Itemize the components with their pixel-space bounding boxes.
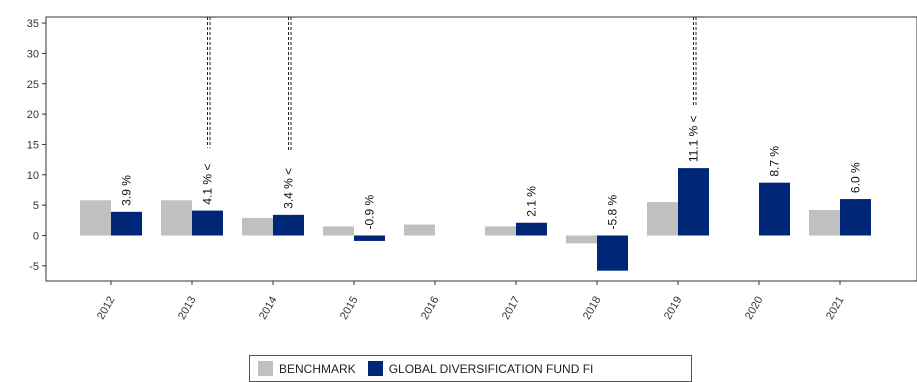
bar-fund	[759, 182, 790, 236]
y-tick-label: 10	[27, 170, 39, 182]
x-tick-label: 2019	[662, 295, 685, 322]
bar-fund	[678, 168, 709, 236]
x-axis: 2012 2013 2014 2015 2016 2017 2018 2019 2020 2021	[95, 281, 847, 322]
x-tick-label: 2017	[500, 295, 523, 322]
bar-fund	[516, 222, 547, 236]
x-tick-label: 2012	[95, 295, 118, 322]
legend-swatch-benchmark	[258, 361, 273, 376]
data-label: 4.1 % <	[201, 164, 215, 205]
bar-fund	[111, 211, 142, 236]
bar-benchmark	[242, 217, 273, 236]
bar-fund	[273, 214, 304, 236]
y-tick-label: 0	[33, 230, 39, 242]
y-tick-label: 20	[27, 109, 39, 121]
x-tick-label: 2018	[581, 295, 604, 322]
bar-group	[80, 168, 871, 271]
x-tick-label: 2016	[419, 295, 442, 322]
x-tick-label: 2014	[257, 295, 280, 322]
data-label: -0.9 %	[363, 194, 377, 229]
y-tick-label: 35	[27, 18, 39, 30]
data-labels: 3.9 % 4.1 % < 3.4 % < -0.9 % 2.1 % -5.8 % 11.1…	[120, 115, 863, 229]
data-label: -5.8 %	[606, 194, 620, 229]
legend-swatch-fund	[367, 361, 383, 376]
y-tick-label: 30	[27, 48, 39, 60]
legend-label-benchmark: BENCHMARK	[279, 361, 356, 376]
legend-item-benchmark: BENCHMARK	[258, 361, 356, 376]
bar-fund	[354, 235, 385, 241]
data-label: 3.4 % <	[282, 168, 296, 209]
y-tick-label: 5	[33, 200, 39, 212]
y-tick-label: 25	[27, 79, 39, 91]
y-tick-label: 15	[27, 139, 39, 151]
x-tick-label: 2020	[743, 295, 766, 322]
data-label: 8.7 %	[768, 146, 782, 177]
plot-frame	[45, 16, 917, 282]
legend-item-fund: GLOBAL DIVERSIFICATION FUND FI	[367, 361, 594, 376]
y-tick-label: -5	[29, 261, 39, 273]
bar-benchmark	[323, 226, 354, 236]
data-label: 3.9 %	[120, 175, 134, 206]
data-label: 6.0 %	[849, 162, 863, 193]
bar-benchmark	[80, 200, 111, 236]
legend-label-fund: GLOBAL DIVERSIFICATION FUND FI	[388, 361, 594, 376]
bar-benchmark	[485, 226, 516, 236]
bar-benchmark	[647, 202, 678, 236]
bar-benchmark	[809, 209, 840, 236]
arrow-markers	[207, 17, 697, 152]
bar-benchmark	[161, 200, 192, 236]
y-axis: -5 0 5 10 15 20 25 30 35	[27, 18, 46, 273]
data-label: 2.1 %	[525, 186, 539, 217]
bar-fund	[840, 199, 871, 236]
x-tick-label: 2021	[824, 295, 847, 322]
bar-fund	[192, 210, 223, 236]
x-tick-label: 2013	[176, 295, 199, 322]
x-tick-label: 2015	[338, 295, 361, 322]
bar-benchmark	[404, 224, 435, 236]
legend: BENCHMARK GLOBAL DIVERSIFICATION FUND FI	[249, 355, 692, 382]
bar-benchmark	[566, 235, 597, 244]
data-label: 11.1 % <	[687, 115, 701, 162]
bar-fund	[597, 235, 628, 271]
